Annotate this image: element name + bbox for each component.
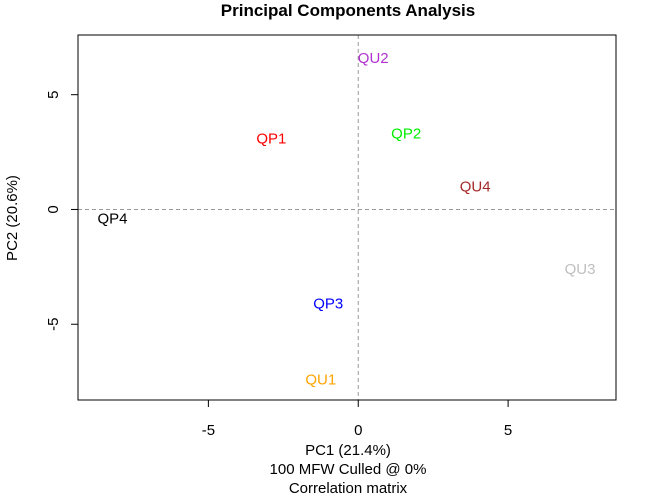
plot-frame [77, 34, 617, 401]
x-axis: -5 0 5 [202, 400, 512, 439]
y-axis-label: PC2 (20.6%) [4, 175, 21, 261]
y-axis: -5 0 5 [45, 91, 78, 331]
x-axis-label: PC1 (21.4%) [305, 442, 391, 459]
subtitle-line-1: 100 MFW Culled @ 0% [270, 461, 427, 478]
x-tick-label: -5 [202, 422, 215, 439]
x-tick-label: 0 [354, 422, 362, 439]
subtitle-line-2: Correlation matrix [289, 480, 408, 497]
point-label-qu1: QU1 [305, 371, 336, 388]
point-label-qp4: QP4 [97, 211, 127, 228]
point-label-qp1: QP1 [256, 130, 286, 147]
chart-title: Principal Components Analysis [221, 1, 475, 20]
y-tick-label: -5 [45, 318, 62, 331]
y-tick-label: 0 [45, 205, 62, 213]
x-tick-label: 5 [504, 422, 512, 439]
point-label-qu2: QU2 [358, 50, 389, 67]
point-label-qu3: QU3 [565, 261, 596, 278]
point-label-qp3: QP3 [313, 296, 343, 313]
data-points: QU2 QP1 QP2 QU4 QP4 QU3 QP3 QU1 [97, 50, 595, 388]
point-label-qp2: QP2 [391, 126, 421, 143]
reference-lines [78, 35, 616, 400]
y-tick-label: 5 [45, 91, 62, 99]
point-label-qu4: QU4 [460, 179, 491, 196]
